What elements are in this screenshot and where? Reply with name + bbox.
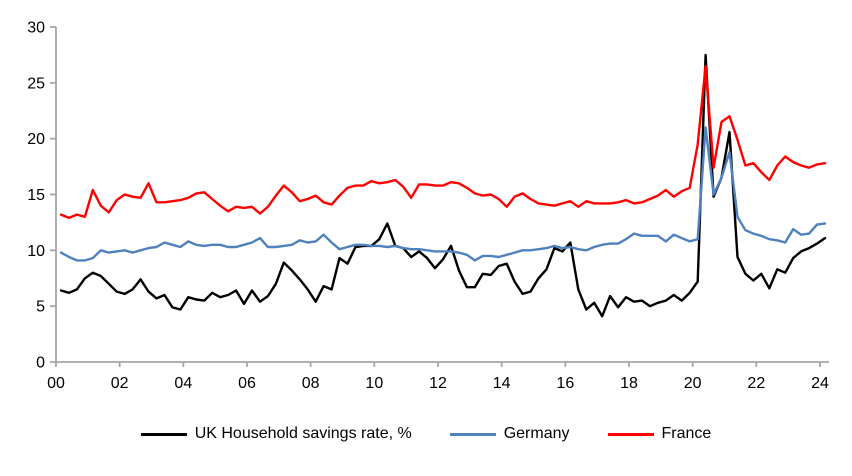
- y-axis-tick-label: 15: [27, 187, 45, 204]
- x-axis-tick-label: 04: [174, 375, 192, 392]
- series-line-france: [59, 64, 827, 220]
- legend-label-uk: UK Household savings rate, %: [194, 425, 412, 442]
- x-axis-tick-label: 00: [47, 375, 65, 392]
- x-axis-tick-label: 10: [365, 375, 383, 392]
- y-axis-tick-label: 10: [27, 243, 45, 260]
- germany-line-swatch: [449, 432, 496, 436]
- x-axis-tick-label: 06: [238, 375, 256, 392]
- legend-item-germany: Germany: [449, 425, 570, 443]
- legend-label-germany: Germany: [503, 425, 570, 442]
- x-axis-tick-label: 24: [811, 375, 829, 392]
- y-axis-tick-label: 5: [36, 299, 45, 316]
- x-axis-tick-label: 02: [111, 375, 129, 392]
- x-axis-tick-label: 22: [747, 375, 765, 392]
- legend-item-france: France: [607, 425, 712, 443]
- x-axis-tick-label: 16: [556, 375, 574, 392]
- y-axis-tick-label: 25: [27, 75, 45, 92]
- y-axis-tick-label: 30: [27, 20, 45, 37]
- x-axis-tick-label: 12: [429, 375, 447, 392]
- series-line-uk-household-savings-rate: [59, 53, 827, 318]
- chart-legend: UK Household savings rate, % Germany Fra…: [0, 425, 852, 443]
- uk-line-swatch: [140, 432, 187, 436]
- x-axis-tick-label: 08: [302, 375, 320, 392]
- plot-area: 0 5 10 15 20 25 30 00 02 04 06 08 10 12 14 16 18 20 22 24: [27, 20, 829, 392]
- series-line-germany: [59, 126, 827, 262]
- y-axis-tick-label: 20: [27, 131, 45, 148]
- x-axis-tick-label: 20: [684, 375, 702, 392]
- legend-label-france: France: [661, 425, 712, 442]
- france-line-swatch: [607, 432, 654, 436]
- x-axis-tick-label: 14: [493, 375, 511, 392]
- y-axis-tick-label: 0: [36, 355, 45, 372]
- x-axis-tick-label: 18: [620, 375, 638, 392]
- legend-item-uk: UK Household savings rate, %: [140, 425, 412, 443]
